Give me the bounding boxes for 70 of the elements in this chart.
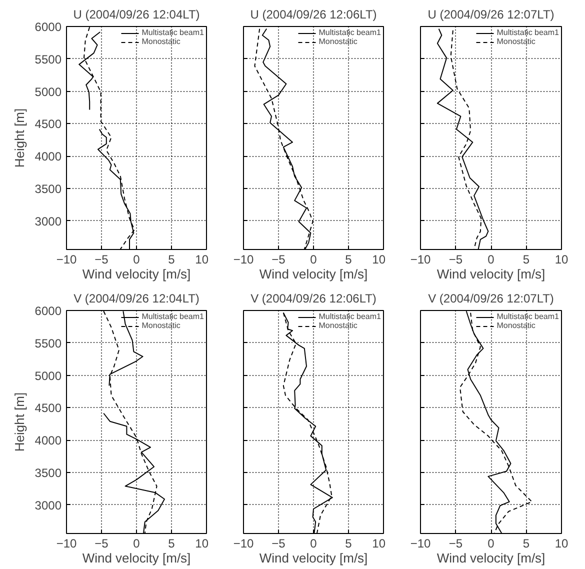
x-axis-title: Wind velocity [m/s] xyxy=(259,550,368,566)
legend-label: Monostatic xyxy=(142,37,180,46)
x-tick-label: 0 xyxy=(310,252,318,266)
x-tick-label: 5 xyxy=(522,252,530,266)
x-tick-label: 10 xyxy=(554,536,568,550)
y-tick-label: 5000 xyxy=(34,84,62,99)
legend-label: Multistatic beam1 xyxy=(142,312,204,321)
x-tick-label: 5 xyxy=(168,536,176,550)
legend-label: Monostatic xyxy=(496,37,536,46)
x-tick-label: 0 xyxy=(310,536,318,550)
x-tick-label: 0 xyxy=(488,252,495,266)
y-axis-title: Height [m] xyxy=(12,392,27,452)
x-tick-label: −5 xyxy=(94,252,109,266)
legend-label: Monostatic xyxy=(496,321,536,330)
y-tick-label: 6000 xyxy=(34,304,62,318)
x-tick-label: −5 xyxy=(448,536,463,550)
x-tick-label: 5 xyxy=(168,252,176,266)
x-tick-label: 0 xyxy=(133,536,140,550)
x-tick-label: 5 xyxy=(522,536,530,550)
legend-label: Monostatic xyxy=(318,37,358,46)
x-axis-title: Wind velocity [m/s] xyxy=(82,266,191,282)
x-axis-title: Wind velocity [m/s] xyxy=(436,266,546,282)
y-tick-label: 3500 xyxy=(34,466,62,480)
x-tick-label: 5 xyxy=(345,536,352,550)
x-tick-label: −10 xyxy=(410,536,432,550)
x-axis-title: Wind velocity [m/s] xyxy=(436,550,546,566)
legend-label: Multistatic beam1 xyxy=(496,28,559,37)
x-tick-label: −5 xyxy=(448,252,463,266)
y-tick-label: 4000 xyxy=(34,434,62,448)
x-tick-label: 10 xyxy=(195,536,209,550)
y-tick-label: 4500 xyxy=(34,401,62,416)
y-tick-label: 4000 xyxy=(34,150,62,164)
y-tick-label: 5500 xyxy=(34,52,62,66)
x-tick-label: −10 xyxy=(233,252,254,266)
y-axis-title: Height [m] xyxy=(12,108,27,168)
x-tick-label: −10 xyxy=(410,252,432,266)
legend-label: Monostatic xyxy=(318,321,358,330)
chart-title: V (2004/09/26 12:07LT) xyxy=(428,292,554,306)
x-tick-label: −10 xyxy=(56,252,78,266)
x-tick-label: −5 xyxy=(94,536,109,550)
y-tick-label: 5000 xyxy=(34,368,62,383)
y-tick-label: 5500 xyxy=(34,336,62,350)
x-tick-label: 10 xyxy=(372,252,386,266)
x-tick-label: −10 xyxy=(233,536,254,550)
x-axis-title: Wind velocity [m/s] xyxy=(259,266,368,282)
y-tick-label: 3000 xyxy=(34,498,62,512)
chart-title: V (2004/09/26 12:06LT) xyxy=(250,292,376,306)
legend-label: Multistatic beam1 xyxy=(496,312,559,321)
x-tick-label: 0 xyxy=(133,252,140,266)
chart-title: U (2004/09/26 12:06LT) xyxy=(250,8,377,22)
x-tick-label: 5 xyxy=(345,252,352,266)
legend-label: Multistatic beam1 xyxy=(142,28,204,37)
chart-title: U (2004/09/26 12:04LT) xyxy=(73,8,200,22)
y-tick-label: 3000 xyxy=(34,214,62,228)
x-tick-label: −5 xyxy=(272,252,286,266)
legend-label: Multistatic beam1 xyxy=(318,28,381,37)
x-tick-label: −10 xyxy=(56,536,78,550)
y-tick-label: 4500 xyxy=(34,117,62,132)
x-tick-label: 10 xyxy=(195,252,209,266)
legend-label: Monostatic xyxy=(142,321,180,330)
x-tick-label: −5 xyxy=(272,536,286,550)
chart-title: V (2004/09/26 12:04LT) xyxy=(74,292,200,306)
legend-label: Multistatic beam1 xyxy=(318,312,381,321)
x-tick-label: 10 xyxy=(372,536,386,550)
x-axis-title: Wind velocity [m/s] xyxy=(82,550,191,566)
x-tick-label: 10 xyxy=(554,252,568,266)
y-tick-label: 3500 xyxy=(34,182,62,196)
x-tick-label: 0 xyxy=(488,536,495,550)
chart-title: U (2004/09/26 12:07LT) xyxy=(428,8,554,22)
y-tick-label: 6000 xyxy=(34,20,62,34)
